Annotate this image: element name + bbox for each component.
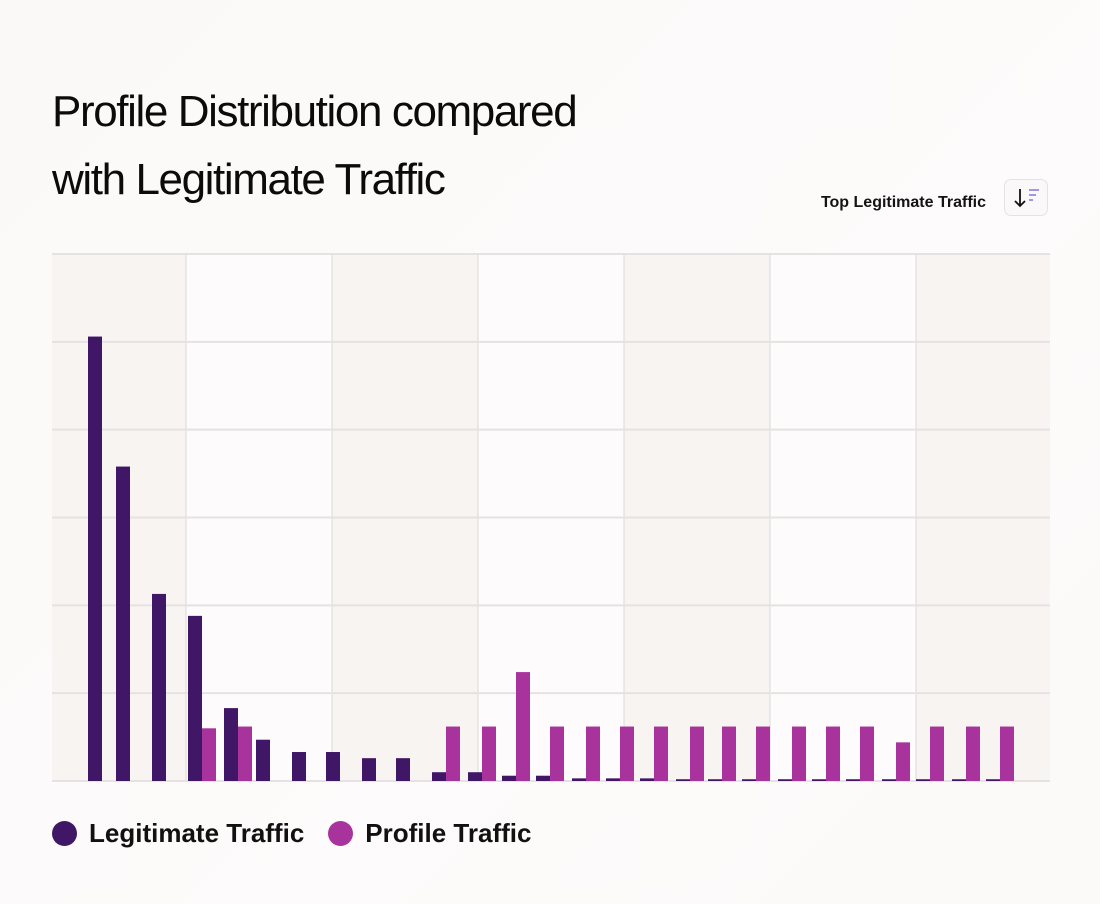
bar-legitimate-traffic <box>224 708 238 781</box>
bar-legitimate-traffic <box>606 778 620 781</box>
legend-label-legitimate: Legitimate Traffic <box>89 818 305 848</box>
bar-profile-traffic <box>722 726 736 781</box>
legend-swatch-legitimate <box>52 821 77 846</box>
bar-legitimate-traffic <box>640 778 654 781</box>
bar-legitimate-traffic <box>742 779 756 781</box>
bar-legitimate-traffic <box>916 779 930 781</box>
bar-profile-traffic <box>1000 726 1014 781</box>
bar-legitimate-traffic <box>812 779 826 781</box>
bar-legitimate-traffic <box>778 779 792 781</box>
bar-profile-traffic <box>690 726 704 781</box>
bar-profile-traffic <box>792 726 806 781</box>
sort-label: Top Legitimate Traffic <box>820 194 986 211</box>
sort-descending-icon <box>1014 189 1039 208</box>
bar-legitimate-traffic <box>676 779 690 781</box>
bar-profile-traffic <box>966 726 980 781</box>
bar-legitimate-traffic <box>536 775 550 781</box>
bar-profile-traffic <box>756 726 770 781</box>
bar-profile-traffic <box>654 726 668 781</box>
bar-legitimate-traffic <box>846 779 860 781</box>
sort-button[interactable] <box>1004 179 1048 216</box>
bar-profile-traffic <box>586 726 600 781</box>
bar-profile-traffic <box>550 726 564 781</box>
bar-profile-traffic <box>446 726 460 781</box>
bar-legitimate-traffic <box>256 739 270 781</box>
bar-profile-traffic <box>930 726 944 781</box>
legend-item-profile[interactable]: Profile Traffic <box>328 818 531 849</box>
bar-profile-traffic <box>482 726 496 781</box>
bar-legitimate-traffic <box>432 772 446 781</box>
bar-legitimate-traffic <box>152 593 166 781</box>
legend: Legitimate Traffic Profile Traffic <box>52 818 555 849</box>
chart-title: Profile Distribution compared with Legit… <box>52 78 752 214</box>
bar-legitimate-traffic <box>188 615 202 781</box>
bar-profile-traffic <box>896 742 910 781</box>
chart-title-line2: with Legitimate Traffic <box>52 155 446 204</box>
bar-profile-traffic <box>516 672 530 781</box>
bar-legitimate-traffic <box>326 752 340 781</box>
legend-item-legitimate[interactable]: Legitimate Traffic <box>52 818 304 849</box>
bar-legitimate-traffic <box>362 758 376 781</box>
bar-legitimate-traffic <box>952 779 966 781</box>
bar-legitimate-traffic <box>882 779 896 781</box>
bar-profile-traffic <box>860 726 874 781</box>
bar-legitimate-traffic <box>572 778 586 781</box>
bar-legitimate-traffic <box>986 779 1000 781</box>
bar-profile-traffic <box>202 728 216 781</box>
bar-legitimate-traffic <box>88 336 102 781</box>
bar-legitimate-traffic <box>292 752 306 781</box>
legend-swatch-profile <box>328 821 354 846</box>
bar-legitimate-traffic <box>502 775 516 781</box>
bar-legitimate-traffic <box>116 466 130 781</box>
chart-title-line1: Profile Distribution compared <box>52 87 578 136</box>
legend-label-profile: Profile Traffic <box>365 818 532 848</box>
bar-legitimate-traffic <box>468 772 482 781</box>
bar-legitimate-traffic <box>708 779 722 781</box>
bar-legitimate-traffic <box>396 758 410 781</box>
bar-profile-traffic <box>826 726 840 781</box>
bar-profile-traffic <box>620 726 634 781</box>
bar-profile-traffic <box>238 726 252 781</box>
